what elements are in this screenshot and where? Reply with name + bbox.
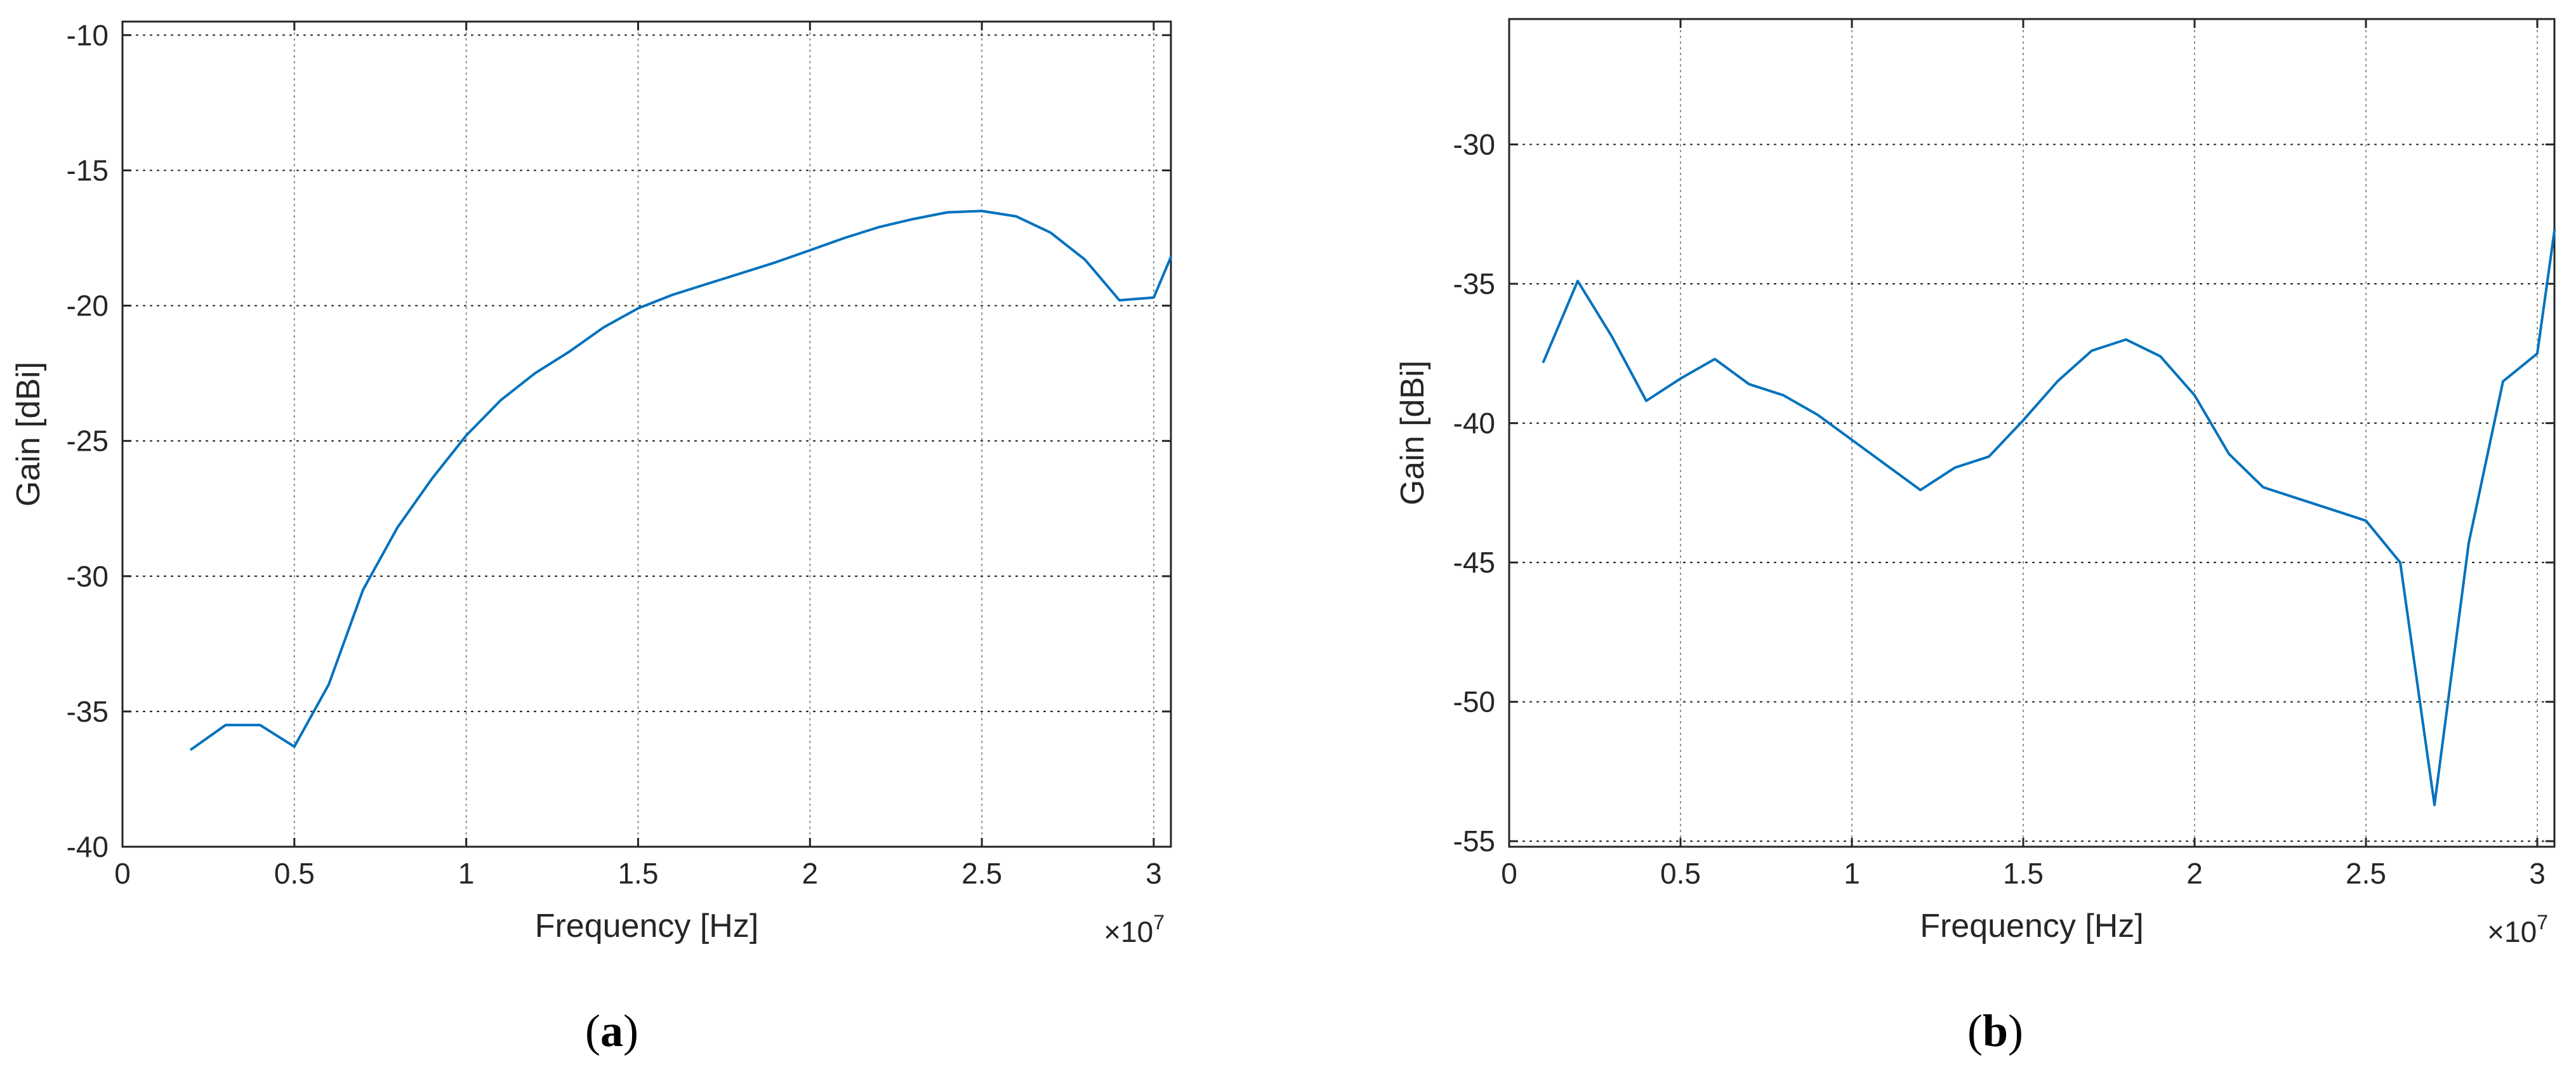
x-tick-label: 1 (458, 857, 475, 890)
x-tick-label: 1 (1844, 857, 1860, 890)
y-tick-label: -35 (67, 695, 109, 728)
caption-letter: b (1983, 1005, 2008, 1056)
y-tick-label: -55 (1453, 825, 1495, 858)
y-tick-label: -40 (1453, 407, 1495, 440)
x-tick-label: 2.5 (2346, 857, 2386, 890)
series-line (190, 209, 1172, 751)
x-tick-label: 3 (1146, 857, 1162, 890)
caption-open-paren: ( (1967, 1005, 1983, 1056)
x-tick-label: 0.5 (1660, 857, 1701, 890)
x-axis-label: Frequency [Hz] (1920, 908, 2144, 944)
y-tick-label: -30 (1453, 128, 1495, 161)
chart-panel-b: 0 0.5 1 1.5 2 2.5 3 -55 -50 -45 -40 -35 -30 Frequency… (1394, 18, 2556, 1056)
y-tick-label: -25 (67, 425, 109, 458)
x-tick-label: 2 (2186, 857, 2203, 890)
x-axis-multiplier-base: ×10 (2487, 915, 2537, 948)
plot-frame (1508, 18, 2556, 848)
y-tick-label: -20 (67, 289, 109, 322)
x-axis-multiplier: ×107 (1104, 911, 1165, 948)
x-tick-label: 0 (114, 857, 131, 890)
caption-letter: a (600, 1005, 623, 1056)
y-axis-label: Gain [dBi] (1394, 361, 1431, 505)
y-axis-label: Gain [dBi] (10, 362, 47, 507)
y-tick-label: -40 (67, 830, 109, 863)
plot-frame (121, 20, 1172, 848)
x-axis-multiplier-base: ×10 (1104, 915, 1153, 948)
x-tick-label: 2.5 (961, 857, 1002, 890)
x-axis-label: Frequency [Hz] (535, 908, 759, 944)
caption-open-paren: ( (585, 1005, 600, 1056)
panel-caption: (b) (1967, 1005, 2023, 1056)
x-tick-label: 0.5 (274, 857, 315, 890)
caption-close-paren: ) (2008, 1005, 2023, 1056)
series-line (1542, 229, 2556, 807)
y-tick-label: -30 (67, 560, 109, 593)
x-tick-label: 1.5 (2003, 857, 2044, 890)
panel-caption: (a) (585, 1005, 638, 1056)
x-axis-multiplier: ×107 (2487, 911, 2548, 948)
x-axis-multiplier-exponent: 7 (1153, 911, 1165, 934)
y-tick-label: -50 (1453, 686, 1495, 719)
caption-close-paren: ) (623, 1005, 638, 1056)
y-tick-label: -10 (67, 18, 109, 51)
y-tick-label: -45 (1453, 546, 1495, 579)
x-tick-label: 0 (1501, 857, 1517, 890)
x-tick-label: 2 (802, 857, 818, 890)
x-axis-multiplier-exponent: 7 (2537, 911, 2548, 934)
x-tick-label: 1.5 (618, 857, 658, 890)
y-tick-label: -35 (1453, 267, 1495, 300)
chart-panel-a: 0 0.5 1 1.5 2 2.5 3 -40 -35 -30 -25 -20 -15 -10 Freque… (10, 18, 1172, 1056)
x-tick-label: 3 (2529, 857, 2546, 890)
y-tick-label: -15 (67, 154, 109, 187)
